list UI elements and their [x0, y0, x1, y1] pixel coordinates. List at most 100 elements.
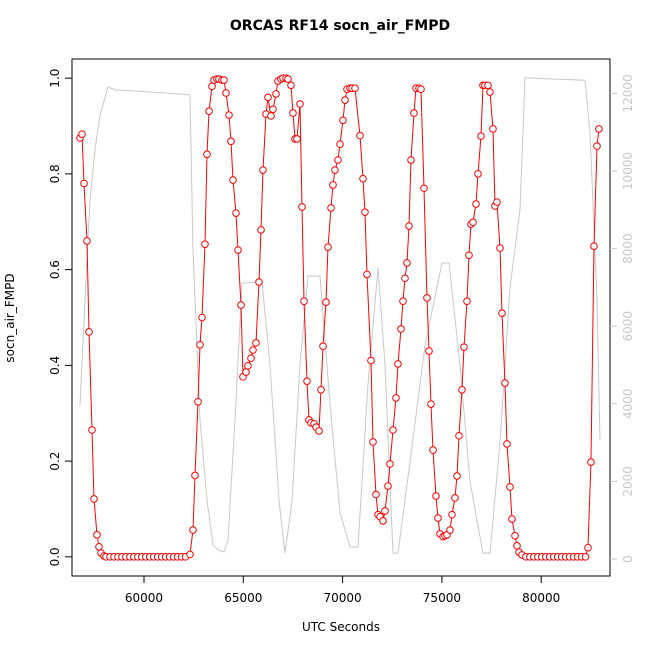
data-point — [498, 309, 506, 317]
data-point — [367, 356, 375, 365]
data-point — [189, 526, 197, 534]
data-point — [329, 181, 337, 189]
chart-title: ORCAS RF14 socn_air_FMPD — [230, 18, 450, 34]
data-point — [252, 339, 260, 347]
data-point — [296, 100, 304, 108]
data-point — [90, 495, 98, 503]
data-point — [493, 198, 501, 206]
data-point — [595, 125, 603, 133]
y-tick-label: 0.4 — [48, 356, 62, 375]
data-point — [227, 137, 235, 146]
data-point — [205, 107, 213, 115]
data-point — [88, 426, 96, 434]
data-point — [339, 116, 347, 125]
data-point — [506, 483, 514, 491]
data-point — [369, 438, 377, 446]
data-point — [384, 482, 392, 490]
x-tick-label: 65000 — [224, 591, 262, 605]
data-point — [361, 208, 369, 216]
data-point — [93, 531, 101, 539]
data-point — [381, 507, 389, 515]
data-point — [201, 240, 209, 249]
data-point — [298, 203, 306, 211]
x-tick-label: 80000 — [522, 591, 560, 605]
data-point — [259, 166, 267, 174]
data-point — [501, 379, 509, 387]
data-point — [324, 243, 332, 251]
data-point — [405, 222, 413, 230]
y2-tick-label: 10000 — [621, 152, 635, 190]
data-point — [394, 360, 402, 368]
data-point — [581, 553, 590, 561]
data-point — [427, 400, 435, 408]
data-point — [460, 343, 468, 351]
data-point — [453, 472, 461, 480]
data-point — [315, 427, 323, 435]
data-point — [220, 76, 228, 84]
data-point — [222, 89, 230, 97]
data-point — [85, 328, 93, 336]
data-point — [78, 130, 86, 138]
data-point — [593, 142, 601, 150]
data-point — [249, 346, 257, 354]
data-point — [463, 297, 471, 306]
data-point — [264, 93, 272, 102]
y2-tick-label: 2000 — [621, 466, 635, 497]
data-point — [469, 218, 477, 227]
data-point — [331, 166, 339, 174]
data-point — [237, 301, 245, 309]
data-point — [472, 200, 480, 208]
y-tick-label: 1.0 — [48, 69, 62, 88]
data-point — [379, 517, 387, 525]
data-point — [590, 242, 598, 250]
data-point — [303, 377, 311, 385]
x-tick-label: 60000 — [125, 591, 163, 605]
data-point — [372, 490, 380, 499]
data-point — [446, 526, 454, 534]
data-point — [503, 440, 511, 448]
data-point — [356, 131, 364, 140]
data-point — [257, 226, 265, 234]
data-point — [511, 531, 519, 540]
data-point — [269, 105, 277, 114]
y2-tick-label: 4000 — [621, 389, 635, 420]
data-point — [423, 294, 431, 302]
data-point — [293, 135, 301, 143]
data-point — [341, 96, 349, 104]
data-point — [455, 431, 463, 440]
data-point — [198, 313, 206, 322]
data-point — [417, 85, 425, 93]
plot-box — [71, 58, 611, 577]
data-point — [267, 112, 275, 120]
y-tick-label: 0.2 — [48, 452, 62, 471]
y2-tick-label: 6000 — [621, 311, 635, 342]
data-point — [80, 179, 88, 188]
data-point — [401, 274, 409, 283]
data-point — [95, 542, 103, 551]
data-point — [194, 397, 202, 406]
series-line — [79, 77, 601, 554]
data-point — [232, 209, 240, 217]
data-point — [300, 297, 308, 306]
data-point — [334, 156, 342, 164]
data-point — [410, 109, 418, 117]
data-point — [386, 460, 394, 468]
data-point — [319, 342, 327, 351]
data-point — [317, 385, 325, 394]
data-point — [425, 347, 433, 355]
data-point — [234, 246, 242, 254]
data-point — [489, 125, 497, 133]
data-point — [484, 81, 492, 90]
data-point — [432, 492, 440, 500]
data-point — [477, 132, 485, 140]
data-point — [284, 75, 292, 83]
data-point — [465, 251, 473, 260]
data-point — [244, 362, 252, 370]
data-point — [513, 542, 521, 550]
data-point — [451, 494, 459, 502]
data-point — [242, 368, 250, 376]
data-point — [508, 515, 516, 523]
data-point — [420, 184, 428, 193]
